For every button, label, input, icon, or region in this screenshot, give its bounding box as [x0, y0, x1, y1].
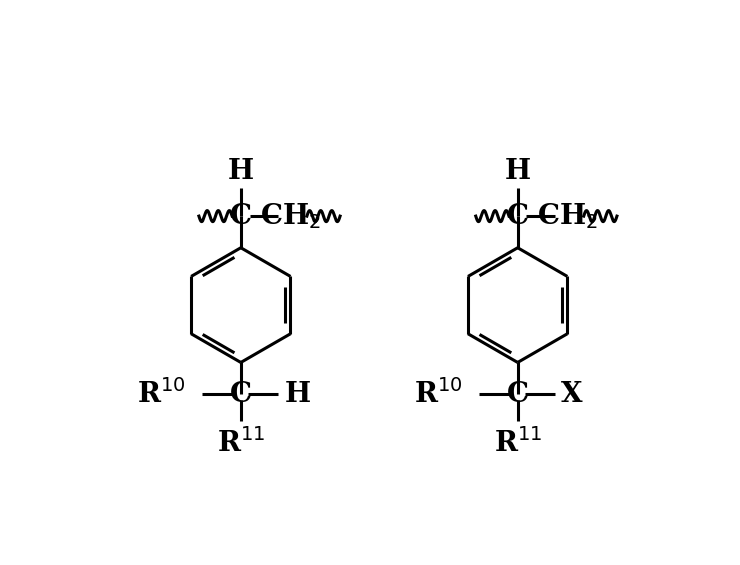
Text: R$^{10}$: R$^{10}$ — [137, 379, 186, 409]
Text: H: H — [284, 381, 311, 407]
Text: H: H — [228, 158, 254, 185]
Text: H: H — [505, 158, 531, 185]
Text: C: C — [230, 203, 252, 229]
Text: CH$_2$: CH$_2$ — [260, 201, 320, 231]
Text: R$^{10}$: R$^{10}$ — [414, 379, 462, 409]
Text: R$^{11}$: R$^{11}$ — [217, 428, 265, 458]
Text: C: C — [230, 381, 252, 407]
Text: C: C — [507, 381, 528, 407]
Text: CH$_2$: CH$_2$ — [536, 201, 598, 231]
Text: X: X — [561, 381, 583, 407]
Text: C: C — [507, 203, 528, 229]
Text: R$^{11}$: R$^{11}$ — [494, 428, 542, 458]
